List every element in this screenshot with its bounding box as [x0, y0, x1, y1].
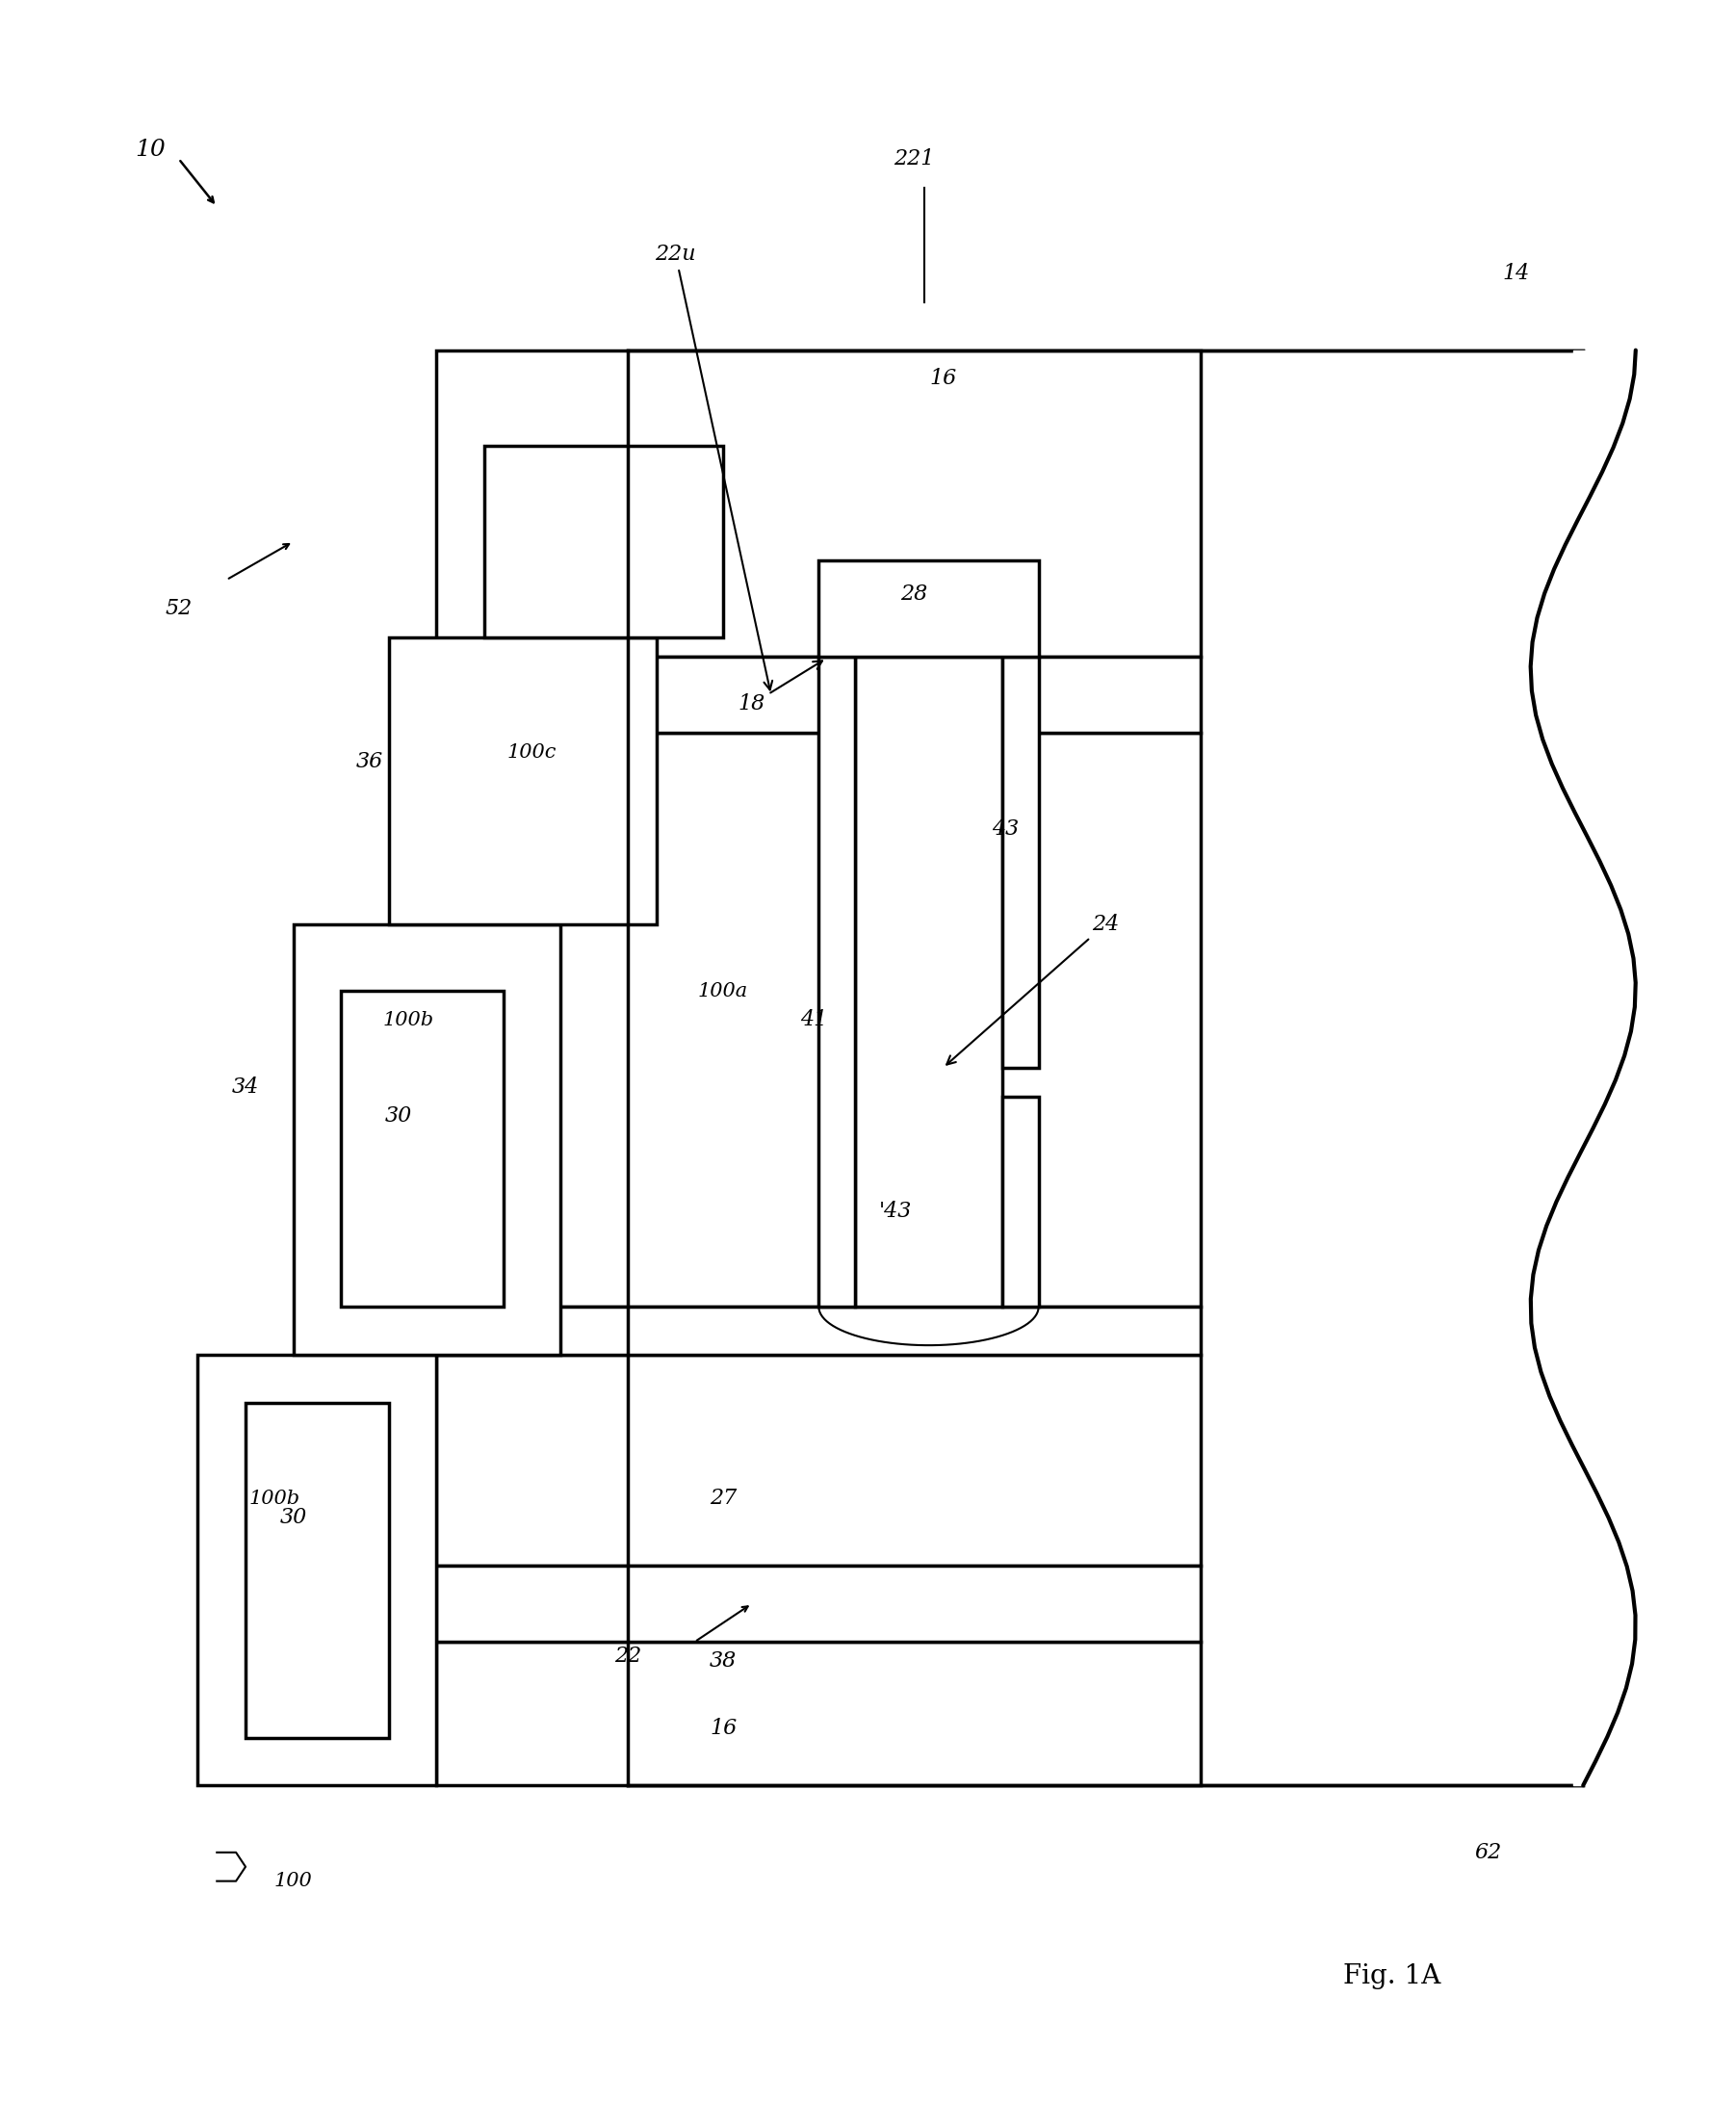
Bar: [856, 657, 1002, 1306]
Bar: [437, 1642, 1201, 1785]
Text: 30: 30: [279, 1506, 307, 1527]
Text: 22: 22: [615, 1646, 641, 1668]
Bar: [819, 562, 1038, 657]
Text: 100c: 100c: [507, 742, 557, 761]
Text: 100b: 100b: [248, 1489, 300, 1508]
Text: 16: 16: [929, 368, 957, 389]
Text: 100a: 100a: [698, 983, 748, 1000]
Bar: [198, 1355, 437, 1785]
Text: 10: 10: [135, 138, 165, 160]
Text: 14: 14: [1503, 264, 1529, 285]
Text: 36: 36: [356, 751, 384, 772]
Text: Fig. 1A: Fig. 1A: [1344, 1963, 1441, 1989]
Bar: [437, 1306, 1201, 1355]
Text: 100: 100: [274, 1872, 312, 1891]
Text: 16: 16: [710, 1716, 736, 1738]
Bar: [389, 638, 656, 925]
Text: 22u: 22u: [654, 245, 773, 689]
Bar: [437, 657, 1201, 734]
Text: 52: 52: [165, 598, 193, 619]
Bar: [245, 1402, 389, 1738]
Text: 27: 27: [710, 1487, 736, 1508]
Text: 34: 34: [233, 1076, 259, 1098]
Text: 100b: 100b: [382, 1010, 434, 1029]
Bar: [484, 447, 724, 638]
Bar: [1002, 657, 1038, 1068]
Text: 62: 62: [1474, 1842, 1502, 1863]
Bar: [437, 351, 1201, 657]
Text: 43: 43: [991, 819, 1019, 840]
Text: 30: 30: [385, 1106, 411, 1125]
Bar: [437, 1565, 1201, 1642]
Text: 38: 38: [710, 1651, 736, 1672]
Text: 41: 41: [800, 1010, 828, 1032]
Text: '43: '43: [878, 1202, 911, 1221]
Bar: [437, 1355, 1201, 1565]
Text: 221: 221: [894, 149, 934, 170]
Bar: [1002, 1098, 1038, 1306]
Text: 28: 28: [901, 583, 929, 604]
Bar: [437, 734, 1201, 1306]
Bar: [819, 657, 856, 1306]
Bar: [293, 925, 561, 1355]
Text: 18: 18: [738, 661, 823, 715]
Bar: [340, 991, 503, 1306]
Bar: [628, 351, 1583, 1785]
Text: 24: 24: [946, 915, 1120, 1064]
